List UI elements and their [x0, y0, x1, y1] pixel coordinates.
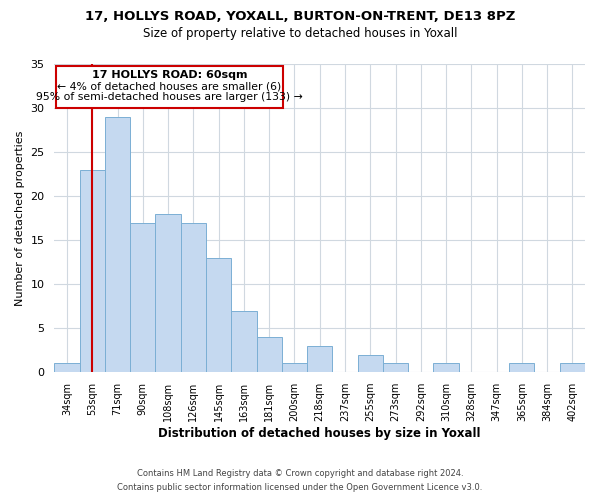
Text: ← 4% of detached houses are smaller (6): ← 4% of detached houses are smaller (6)	[57, 81, 281, 91]
Bar	[231, 310, 257, 372]
Y-axis label: Number of detached properties: Number of detached properties	[15, 130, 25, 306]
Text: 17, HOLLYS ROAD, YOXALL, BURTON-ON-TRENT, DE13 8PZ: 17, HOLLYS ROAD, YOXALL, BURTON-ON-TRENT…	[85, 10, 515, 23]
Text: 95% of semi-detached houses are larger (133) →: 95% of semi-detached houses are larger (…	[36, 92, 303, 102]
Bar	[257, 337, 282, 372]
X-axis label: Distribution of detached houses by size in Yoxall: Distribution of detached houses by size …	[158, 427, 481, 440]
Bar	[358, 354, 383, 372]
Bar	[282, 364, 307, 372]
Bar	[181, 222, 206, 372]
Text: Contains HM Land Registry data © Crown copyright and database right 2024.: Contains HM Land Registry data © Crown c…	[137, 468, 463, 477]
Bar	[155, 214, 181, 372]
Text: 17 HOLLYS ROAD: 60sqm: 17 HOLLYS ROAD: 60sqm	[92, 70, 247, 80]
Text: Contains public sector information licensed under the Open Government Licence v3: Contains public sector information licen…	[118, 484, 482, 492]
Bar	[383, 364, 408, 372]
Bar	[80, 170, 105, 372]
Bar	[206, 258, 231, 372]
Text: Size of property relative to detached houses in Yoxall: Size of property relative to detached ho…	[143, 28, 457, 40]
Bar	[105, 117, 130, 372]
Bar	[560, 364, 585, 372]
Bar	[509, 364, 535, 372]
Bar	[56, 66, 283, 108]
Bar	[307, 346, 332, 372]
Bar	[433, 364, 458, 372]
Bar	[55, 364, 80, 372]
Bar	[130, 222, 155, 372]
